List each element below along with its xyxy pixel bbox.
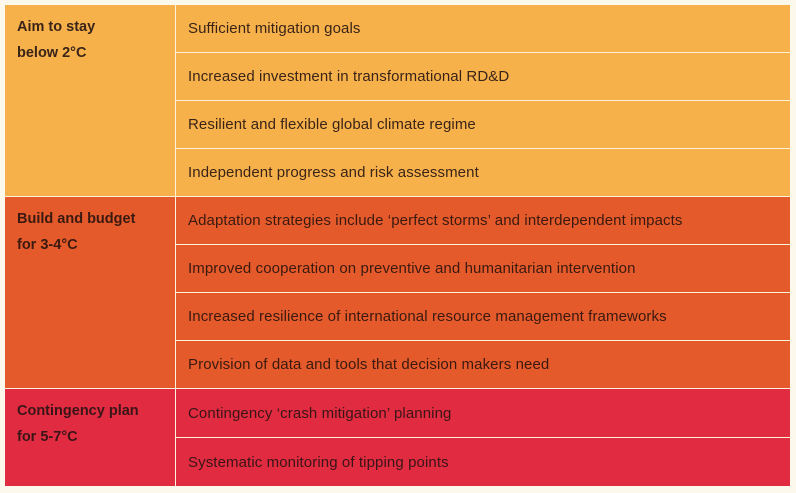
group-below-2c: Aim to stay below 2°C Sufficient mitigat…: [5, 5, 790, 196]
climate-strategy-table: Aim to stay below 2°C Sufficient mitigat…: [5, 5, 790, 486]
group-label-line: Build and budget: [17, 211, 136, 227]
table-row: Independent progress and risk assessment: [176, 149, 790, 196]
group-3-4c: Build and budget for 3-4°C Adaptation st…: [5, 197, 790, 388]
table-row: Increased investment in transformational…: [176, 53, 790, 100]
group-5-7c: Contingency plan for 5-7°C Contingency ‘…: [5, 389, 790, 486]
table-row: Contingency ‘crash mitigation’ planning: [176, 389, 790, 437]
table-row: Resilient and flexible global climate re…: [176, 101, 790, 148]
group-items: Adaptation strategies include ‘perfect s…: [176, 197, 790, 388]
table-row: Increased resilience of international re…: [176, 293, 790, 340]
table-row: Provision of data and tools that decisio…: [176, 341, 790, 388]
group-label: Contingency plan for 5-7°C: [5, 389, 175, 486]
group-label-line: for 5-7°C: [17, 429, 78, 445]
group-label-line: below 2°C: [17, 45, 87, 61]
group-items: Contingency ‘crash mitigation’ planning …: [176, 389, 790, 486]
table-row: Adaptation strategies include ‘perfect s…: [176, 197, 790, 244]
group-label-line: Aim to stay: [17, 19, 96, 35]
table-row: Sufficient mitigation goals: [176, 5, 790, 52]
table-row: Improved cooperation on preventive and h…: [176, 245, 790, 292]
group-label: Build and budget for 3-4°C: [5, 197, 175, 388]
table-row: Systematic monitoring of tipping points: [176, 438, 790, 486]
group-label-line: Contingency plan: [17, 403, 139, 419]
group-label-line: for 3-4°C: [17, 237, 78, 253]
group-label: Aim to stay below 2°C: [5, 5, 175, 196]
group-items: Sufficient mitigation goals Increased in…: [176, 5, 790, 196]
